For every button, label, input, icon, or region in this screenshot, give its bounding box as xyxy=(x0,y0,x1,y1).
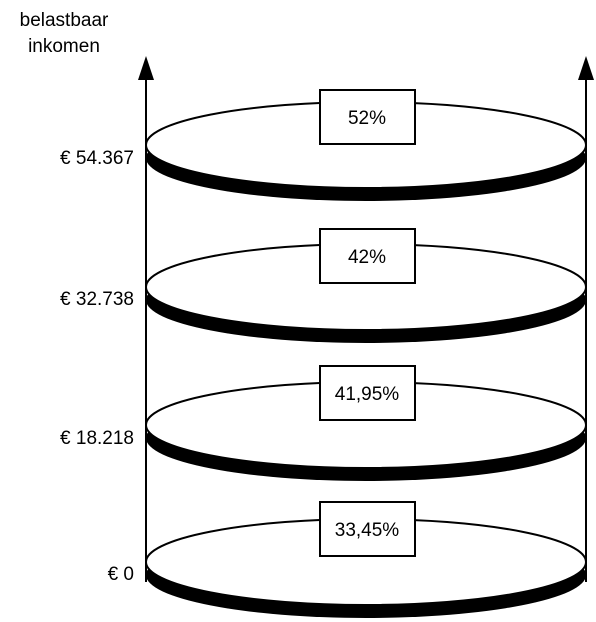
axis-label-line1: belastbaar xyxy=(20,10,109,31)
left-axis xyxy=(138,56,154,582)
threshold-label-2: € 18.218 xyxy=(60,428,134,449)
axis-label-line2: inkomen xyxy=(28,36,100,57)
rate-label-4: 52% xyxy=(348,108,386,129)
threshold-label-1: € 0 xyxy=(108,564,134,585)
rate-label-2: 41,95% xyxy=(335,384,400,405)
bracket-disc-4: 52% xyxy=(145,89,587,201)
rate-box-4 xyxy=(319,89,416,145)
bracket-disc-3: 42% xyxy=(145,228,587,343)
rate-label-1: 33,45% xyxy=(335,520,400,541)
rate-label-3: 42% xyxy=(348,247,386,268)
right-axis xyxy=(578,56,594,582)
rate-box-2 xyxy=(319,365,416,421)
bracket-disc-1: 33,45% xyxy=(145,501,587,618)
bracket-disc-2: 41,95% xyxy=(145,365,587,481)
threshold-label-4: € 54.367 xyxy=(60,148,134,169)
threshold-label-3: € 32.738 xyxy=(60,289,134,310)
rate-box-1 xyxy=(319,501,416,557)
rate-box-3 xyxy=(319,228,416,284)
